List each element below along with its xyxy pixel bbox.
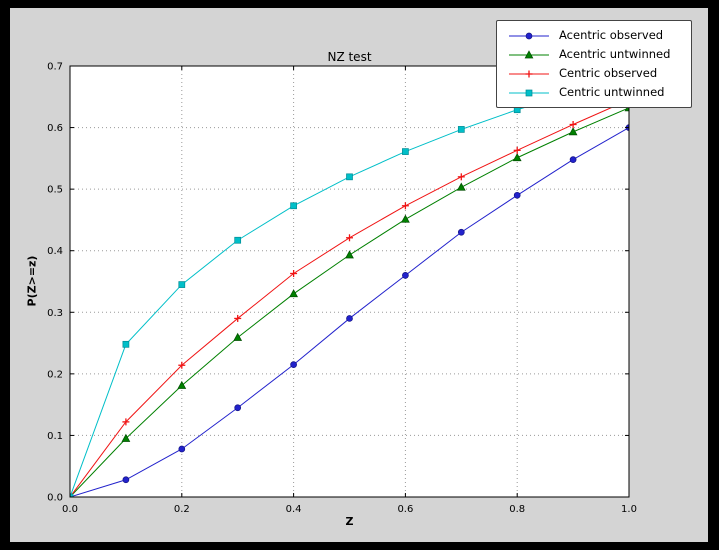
svg-text:0.1: 0.1 [47,431,63,442]
svg-text:0.6: 0.6 [47,123,63,134]
svg-text:0.3: 0.3 [47,308,63,319]
legend-label: Centric observed [559,66,658,80]
legend-label: Centric untwinned [559,85,665,99]
legend-line-sample-icon [509,49,549,58]
legend-item-centric-observed: Centric observed [507,64,681,83]
svg-text:0.6: 0.6 [397,504,413,515]
svg-text:0.0: 0.0 [47,493,63,504]
svg-text:0.7: 0.7 [47,62,63,73]
plot-area: 0.0 0.2 0.4 0.6 0.8 1.0 0.0 0.1 0.2 0.3 0.4 0.5 0.6 0… [47,62,637,516]
legend-label: Acentric observed [559,28,664,42]
svg-text:0.8: 0.8 [509,504,525,515]
svg-text:0.2: 0.2 [174,504,190,515]
svg-text:0.0: 0.0 [62,504,78,515]
svg-text:1.0: 1.0 [621,504,637,515]
svg-text:0.4: 0.4 [47,246,63,257]
legend-line-sample-icon [509,32,549,39]
y-axis-label: P(Z>=z) [25,255,39,307]
svg-text:0.5: 0.5 [47,185,63,196]
legend-line-sample-icon [509,70,549,77]
chart-title: NZ test [327,50,372,64]
figure-canvas: 0.0 0.2 0.4 0.6 0.8 1.0 0.0 0.1 0.2 0.3 0.4 0.5 0.6 0… [10,8,708,542]
legend-item-centric-untwinned: Centric untwinned [507,83,681,102]
legend-line-sample-icon [509,89,549,96]
legend-item-acentric-untwinned: Acentric untwinned [507,45,681,64]
legend: Acentric observed Acentric untwinned Cen… [496,20,692,108]
legend-label: Acentric untwinned [559,47,671,61]
svg-text:0.4: 0.4 [286,504,302,515]
x-axis-label: Z [345,515,354,528]
legend-item-acentric-observed: Acentric observed [507,26,681,45]
svg-text:0.2: 0.2 [47,369,63,380]
